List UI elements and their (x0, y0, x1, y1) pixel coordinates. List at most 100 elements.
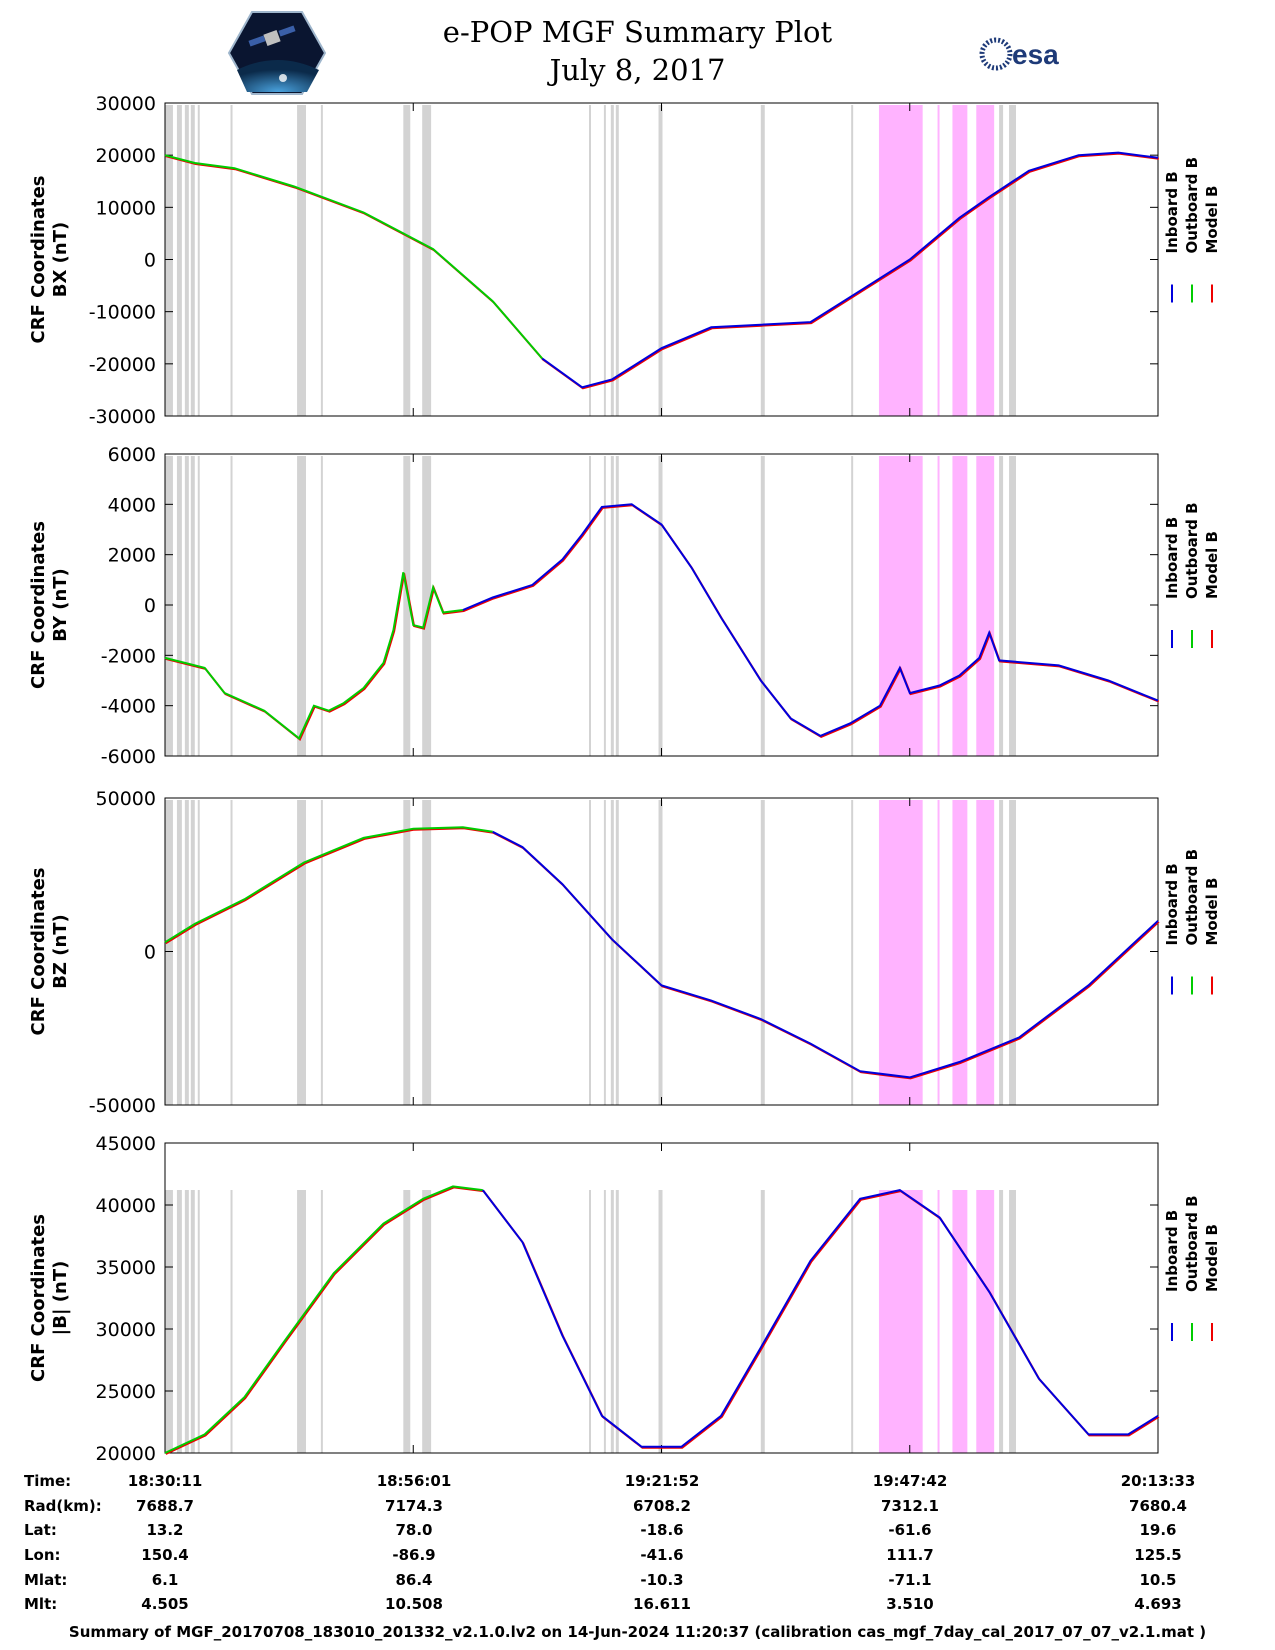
legend-label: Outboard B (1183, 849, 1201, 946)
info-row-label: Time: (24, 1472, 72, 1490)
gray-band (589, 1190, 591, 1453)
info-value: 18:56:01 (376, 1472, 452, 1490)
gray-band (190, 105, 195, 416)
gray-band (658, 105, 663, 416)
legend-label: Inboard B (1163, 171, 1181, 253)
gray-band (184, 800, 189, 1105)
gray-band (999, 456, 1004, 756)
gray-band (851, 800, 854, 1105)
y-tick-label: 2000 (108, 545, 156, 567)
legend-label: Inboard B (1163, 517, 1181, 599)
y-tick-label: 30000 (96, 1319, 156, 1341)
y-tick-label: -50000 (89, 1095, 156, 1117)
info-value: -71.1 (888, 1571, 932, 1589)
gray-band (403, 105, 411, 416)
pink-band (878, 800, 923, 1105)
gray-band (297, 456, 307, 756)
y-tick-label: -20000 (89, 354, 156, 376)
gray-band (230, 1190, 233, 1453)
gray-band (610, 1190, 614, 1453)
gray-band (1009, 456, 1017, 756)
info-value: 20:13:33 (1120, 1472, 1196, 1490)
y-tick-label: 6000 (108, 444, 156, 466)
pink-band (976, 1190, 995, 1453)
y-axis-label: CRF CoordinatesBY (nT) (28, 521, 71, 689)
y-tick-label: 35000 (96, 1257, 156, 1279)
gray-band (165, 1190, 173, 1453)
pink-band (976, 105, 995, 416)
panel-4: 20000 25000 30000 35000 40000 45000 CRF Coordi… (28, 1133, 1221, 1465)
gray-band (184, 1190, 189, 1453)
pink-band (878, 456, 923, 756)
y-tick-label: 40000 (96, 1195, 156, 1217)
inboard-series (541, 151, 1159, 389)
gray-band (999, 1190, 1004, 1453)
legend-label: Model B (1203, 878, 1221, 946)
plot-date: July 8, 2017 (549, 53, 726, 87)
gray-band (658, 800, 663, 1105)
y-axis-label-line1: CRF Coordinates (28, 1214, 49, 1382)
gray-band (1009, 105, 1017, 416)
gray-band (610, 105, 614, 416)
info-value: 86.4 (395, 1571, 433, 1589)
info-value: 125.5 (1134, 1546, 1182, 1564)
info-value: 7688.7 (136, 1497, 194, 1515)
pink-band (878, 1190, 923, 1453)
gray-band (230, 105, 233, 416)
svg-text:esa: esa (1012, 39, 1059, 70)
y-tick-label: 50000 (96, 788, 156, 810)
panel-1: -30000 -20000 -10000 0 10000 20000 30000 CRF Co… (28, 93, 1221, 428)
y-tick-label: -30000 (89, 406, 156, 428)
gray-band (658, 456, 663, 756)
info-row-label: Rad(km): (24, 1497, 102, 1515)
info-row-label: Mlt: (24, 1595, 58, 1613)
inboard-series (462, 503, 1159, 738)
y-tick-label: 0 (144, 595, 156, 617)
legend-label: Model B (1203, 531, 1221, 599)
gray-band (165, 800, 173, 1105)
gray-band (1009, 1190, 1017, 1453)
gray-band (1009, 800, 1017, 1105)
inboard-series (492, 830, 1159, 1079)
cassiope-logo-icon (227, 11, 327, 95)
gray-band (760, 1190, 765, 1453)
legend-label: Inboard B (1163, 1210, 1181, 1292)
y-tick-label: -6000 (101, 746, 156, 768)
y-tick-label: 45000 (96, 1133, 156, 1155)
info-value: 7680.4 (1129, 1497, 1187, 1515)
gray-band (760, 800, 765, 1105)
gray-band (197, 1190, 200, 1453)
gray-band (403, 456, 411, 756)
info-row-label: Lon: (24, 1546, 61, 1564)
gray-band (320, 800, 323, 1105)
pink-band (952, 1190, 968, 1453)
info-value: 10.5 (1139, 1571, 1177, 1589)
gray-band (615, 456, 619, 756)
pink-band (937, 105, 940, 416)
legend-label: Inboard B (1163, 863, 1181, 945)
gray-band (610, 800, 614, 1105)
gray-band (197, 105, 200, 416)
y-tick-label: 10000 (96, 197, 156, 219)
y-axis-label-line1: CRF Coordinates (28, 176, 49, 344)
y-axis-label-line1: CRF Coordinates (28, 868, 49, 1036)
gray-band (190, 800, 195, 1105)
y-tick-label: 0 (144, 942, 156, 964)
y-axis-label-line1: CRF Coordinates (28, 521, 49, 689)
outboard-series (164, 572, 464, 740)
info-value: 10.508 (385, 1595, 443, 1613)
inboard-series (482, 1189, 1159, 1448)
info-row-label: Mlat: (24, 1571, 68, 1589)
gray-band (230, 800, 233, 1105)
pink-band (937, 1190, 940, 1453)
gray-band (760, 456, 765, 756)
gray-band (403, 1190, 411, 1453)
info-value: 19.6 (1139, 1521, 1177, 1539)
legend-label: Outboard B (1183, 157, 1201, 254)
gray-band (603, 1190, 606, 1453)
gray-band (320, 456, 323, 756)
gray-band (999, 800, 1004, 1105)
gray-band (422, 1190, 432, 1453)
legend-label: Outboard B (1183, 502, 1201, 599)
